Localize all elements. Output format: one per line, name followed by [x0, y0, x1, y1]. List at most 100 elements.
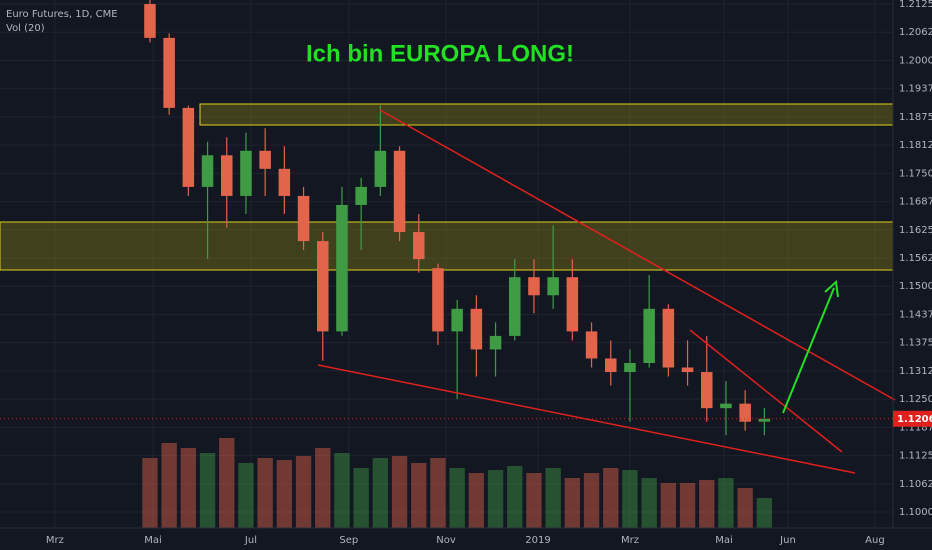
volume-bar: [622, 470, 638, 528]
candle-body: [681, 367, 694, 373]
x-tick-label: Mai: [715, 535, 733, 546]
candle-body: [316, 241, 329, 332]
x-tick-label: Jun: [779, 535, 796, 546]
volume-bar: [737, 488, 753, 528]
volume-bar: [430, 458, 446, 528]
candle-body: [508, 277, 521, 336]
y-tick-label: 1.11875: [899, 422, 932, 433]
y-tick-label: 1.10000: [899, 507, 932, 518]
y-tick-label: 1.18125: [899, 140, 932, 151]
trend-line: [689, 329, 843, 453]
y-tick-label: 1.20625: [899, 27, 932, 38]
candle-body: [336, 204, 348, 332]
candle-body: [278, 168, 291, 196]
y-tick-label: 1.21250: [899, 0, 932, 10]
candle-body: [547, 277, 559, 296]
volume-bar: [353, 468, 369, 528]
candle-body: [662, 308, 675, 368]
volume-bar: [142, 458, 158, 528]
y-tick-label: 1.11250: [899, 451, 932, 462]
x-tick-label: 2019: [525, 535, 550, 546]
resistance-zone: [199, 103, 894, 126]
volume-bar: [641, 478, 657, 528]
last-price-label: 1.12065: [897, 414, 932, 425]
trend-line: [379, 109, 896, 401]
resistance-zone: [0, 221, 894, 271]
candle-body: [297, 195, 310, 242]
candle-body: [355, 186, 367, 205]
volume-bar: [295, 456, 312, 528]
candle-body: [432, 268, 444, 332]
y-tick-label: 1.12500: [899, 394, 932, 405]
candle-body: [739, 403, 751, 422]
volume-bar: [180, 448, 197, 528]
x-tick-label: Sep: [339, 535, 358, 546]
volume-bar: [679, 483, 696, 528]
candle-body: [182, 107, 195, 187]
y-tick-label: 1.13125: [899, 366, 932, 377]
volume-bar: [468, 473, 485, 528]
volume-bar: [257, 458, 273, 528]
arrow-head: [824, 279, 839, 298]
candle-body: [393, 150, 406, 233]
y-tick-label: 1.15000: [899, 281, 932, 292]
grid: [0, 0, 893, 528]
candle-body: [451, 308, 463, 332]
candles: [144, 0, 771, 436]
candle-body: [585, 331, 598, 359]
y-tick-label: 1.14375: [899, 309, 932, 320]
volume-bar: [315, 448, 331, 528]
volume-bar: [334, 453, 350, 528]
y-tick-label: 1.18750: [899, 112, 932, 123]
volume-bar: [238, 463, 254, 528]
last-price-box: [893, 410, 932, 427]
candle-body: [720, 403, 732, 409]
y-tick-label: 1.17500: [899, 168, 932, 179]
candle-body: [412, 232, 425, 260]
y-tick-label: 1.16250: [899, 225, 932, 236]
candle-body: [144, 4, 156, 38]
y-tick-label: 1.19375: [899, 84, 932, 95]
volume-bar: [718, 478, 734, 528]
volume-bar: [372, 458, 389, 528]
x-tick-label: Nov: [436, 535, 456, 546]
candle-body: [758, 418, 771, 422]
x-tick-label: Mai: [144, 535, 162, 546]
x-tick-label: Mrz: [621, 535, 639, 546]
volume-bar: [449, 468, 465, 528]
volume-label: Vol (20): [6, 23, 45, 34]
candle-body: [643, 308, 655, 364]
volume-bar: [411, 463, 427, 528]
y-tick-label: 1.16875: [899, 197, 932, 208]
candle-body: [259, 150, 271, 169]
volume-bar: [564, 478, 581, 528]
candle-body: [163, 37, 175, 108]
volume-bar: [756, 498, 773, 528]
candle-body: [470, 308, 483, 350]
volume-bar: [391, 456, 408, 528]
volume-bar: [507, 466, 523, 528]
candle-body: [700, 372, 713, 409]
candle-body: [489, 335, 502, 350]
volume-bar: [219, 438, 235, 528]
y-tick-label: 1.20000: [899, 55, 932, 66]
volume-pane: [142, 438, 773, 528]
candle-body: [604, 358, 617, 373]
volume-bar: [660, 483, 677, 528]
candle-body: [374, 150, 387, 187]
x-tick-label: Mrz: [46, 535, 64, 546]
y-tick-label: 1.10625: [899, 479, 932, 490]
volume-bar: [526, 473, 542, 528]
volume-bar: [603, 468, 619, 528]
candle-body: [624, 363, 636, 373]
candle-body: [201, 155, 214, 187]
volume-bar: [276, 460, 293, 528]
candle-body: [528, 277, 540, 296]
x-tick-label: Aug: [865, 535, 885, 546]
y-tick-label: 1.13750: [899, 338, 932, 349]
y-tick-label: 1.15625: [899, 253, 932, 264]
trend-line: [317, 364, 856, 474]
